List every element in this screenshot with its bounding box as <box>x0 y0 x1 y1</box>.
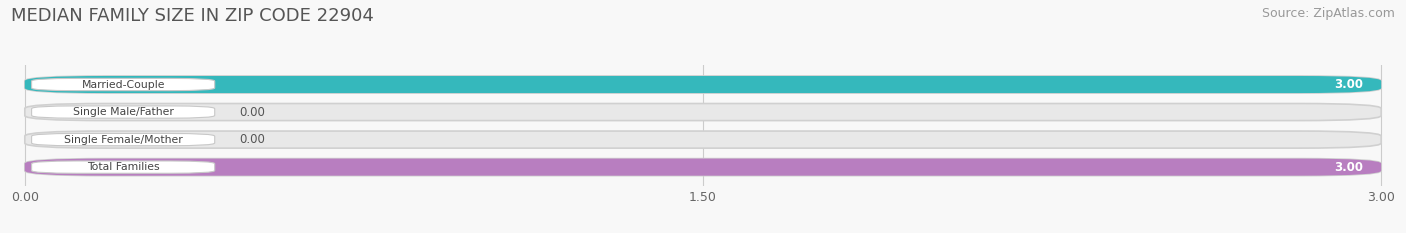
FancyBboxPatch shape <box>31 161 215 173</box>
Text: 0.00: 0.00 <box>239 106 266 119</box>
FancyBboxPatch shape <box>25 103 1381 121</box>
FancyBboxPatch shape <box>31 134 215 146</box>
FancyBboxPatch shape <box>25 131 1381 148</box>
Text: 3.00: 3.00 <box>1334 161 1362 174</box>
Text: Married-Couple: Married-Couple <box>82 79 165 89</box>
Text: 0.00: 0.00 <box>239 133 266 146</box>
Text: Total Families: Total Families <box>87 162 159 172</box>
Text: Single Male/Father: Single Male/Father <box>73 107 173 117</box>
FancyBboxPatch shape <box>25 76 1381 93</box>
FancyBboxPatch shape <box>31 106 215 118</box>
FancyBboxPatch shape <box>25 76 1381 93</box>
Text: Source: ZipAtlas.com: Source: ZipAtlas.com <box>1261 7 1395 20</box>
FancyBboxPatch shape <box>25 159 1381 176</box>
Text: Single Female/Mother: Single Female/Mother <box>63 135 183 145</box>
FancyBboxPatch shape <box>25 159 1381 176</box>
FancyBboxPatch shape <box>31 78 215 91</box>
Text: 3.00: 3.00 <box>1334 78 1362 91</box>
Text: MEDIAN FAMILY SIZE IN ZIP CODE 22904: MEDIAN FAMILY SIZE IN ZIP CODE 22904 <box>11 7 374 25</box>
